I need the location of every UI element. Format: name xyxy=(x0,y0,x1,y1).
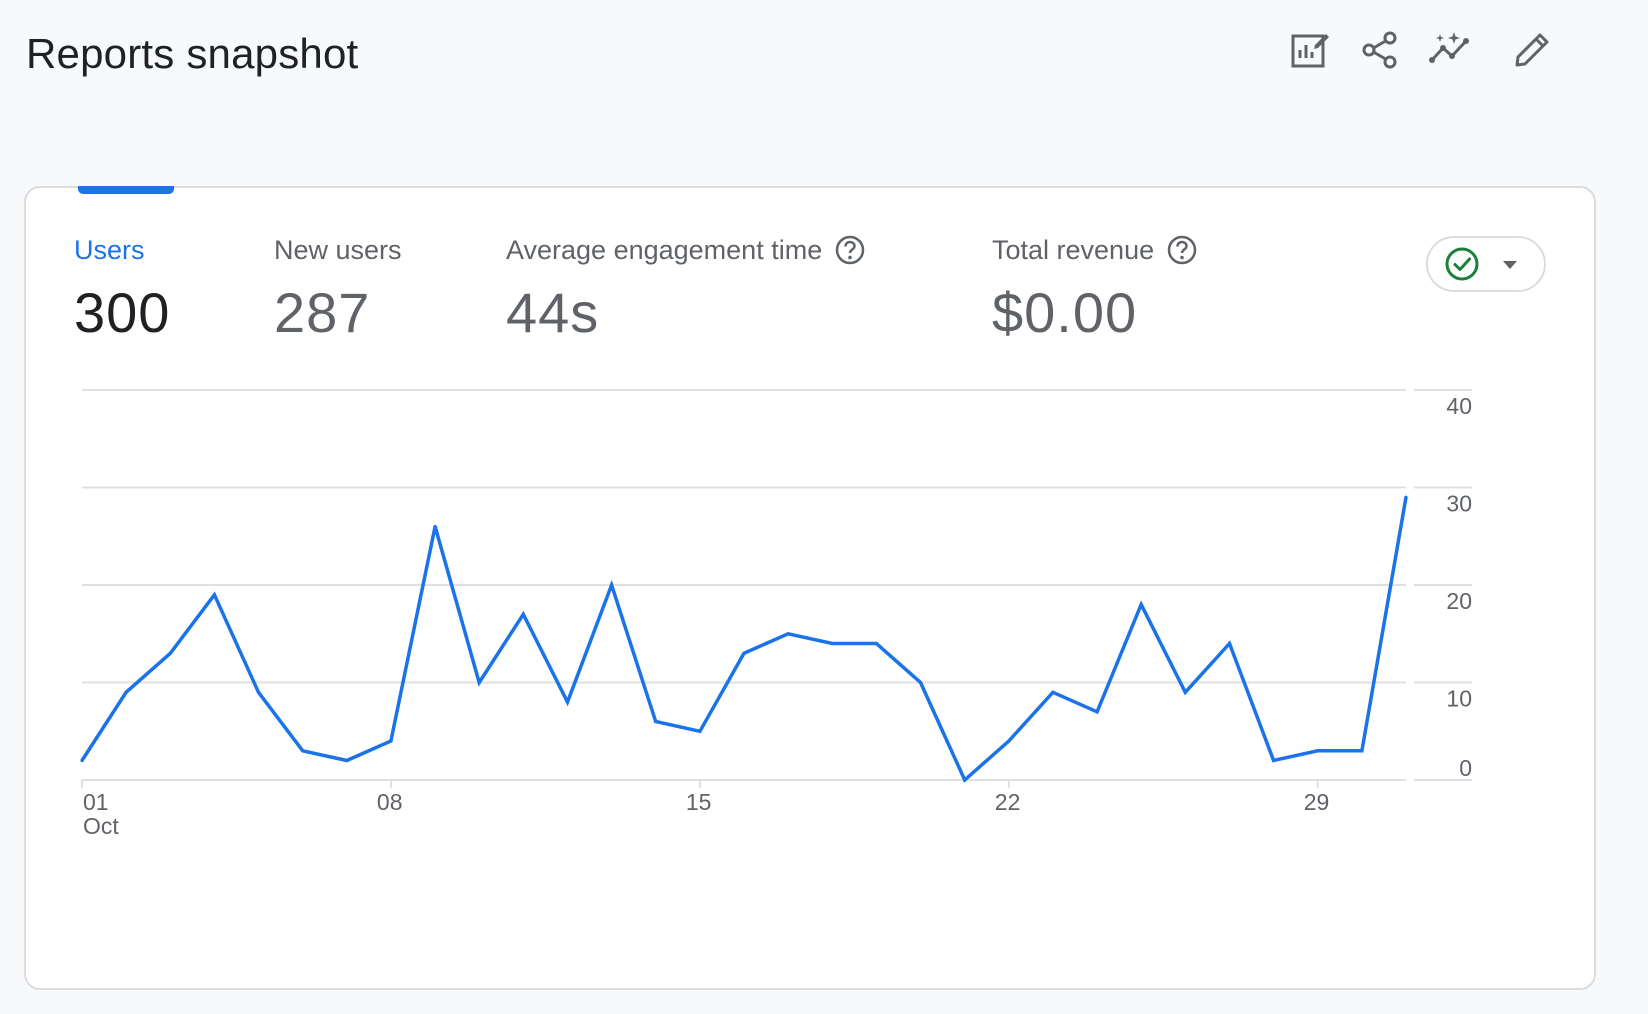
data-point xyxy=(1095,710,1099,714)
metric-total-revenue[interactable]: Total revenue $0.00 xyxy=(992,232,1198,345)
metric-value: 44s xyxy=(506,281,600,344)
x-tick-label: 01 xyxy=(83,789,109,815)
insights-icon xyxy=(1429,32,1469,63)
customize-report-button[interactable] xyxy=(1286,26,1334,74)
data-point xyxy=(918,680,923,685)
metric-label: Average engagement time xyxy=(506,232,866,268)
data-point xyxy=(565,700,570,704)
header-toolbar xyxy=(0,26,1648,74)
data-point xyxy=(212,593,216,597)
customize-report-icon xyxy=(1291,34,1329,68)
data-point xyxy=(1051,690,1055,694)
data-point xyxy=(786,632,790,636)
metric-value: 287 xyxy=(274,281,371,344)
check-circle-icon xyxy=(1445,247,1479,281)
data-point xyxy=(963,778,967,782)
data-point xyxy=(874,641,879,646)
insights-button[interactable] xyxy=(1426,26,1474,74)
metric-label-text: New users xyxy=(274,234,402,265)
y-tick-label: 40 xyxy=(1446,393,1472,419)
data-point xyxy=(477,680,481,685)
data-point xyxy=(1316,749,1320,753)
data-point xyxy=(654,719,658,724)
data-point xyxy=(742,651,746,655)
x-tick-label: 08 xyxy=(377,789,403,815)
data-point xyxy=(698,729,702,733)
data-point xyxy=(521,612,525,616)
page-title: Reports snapshot xyxy=(26,30,359,77)
metric-label-text: Average engagement time xyxy=(506,234,823,265)
data-point xyxy=(389,739,393,743)
data-point xyxy=(1272,758,1276,763)
help-icon[interactable] xyxy=(1166,234,1198,266)
metric-users[interactable]: Users 300 xyxy=(74,232,170,345)
metric-new-users[interactable]: New users 287 xyxy=(274,232,402,345)
metric-label-text: Users xyxy=(74,234,145,265)
edit-button[interactable] xyxy=(1508,26,1556,74)
share-button[interactable] xyxy=(1356,26,1404,74)
data-point xyxy=(1007,739,1011,743)
reports-snapshot-card: Users 300 New users 287 Average engageme… xyxy=(24,186,1596,990)
data-point xyxy=(1404,495,1408,499)
users-line-chart: 0 10 20 30 40 01 08 15 22 29 Oct xyxy=(80,389,1472,839)
metric-label: New users xyxy=(274,232,402,268)
data-point xyxy=(1360,749,1364,753)
metric-label: Total revenue xyxy=(992,232,1198,268)
chevron-down-icon xyxy=(1503,261,1517,269)
x-tick-label: 29 xyxy=(1304,789,1330,815)
x-tick-label: 15 xyxy=(686,789,712,815)
metric-label-text: Total revenue xyxy=(992,234,1155,265)
data-point xyxy=(168,651,172,655)
metric-value: 300 xyxy=(74,281,171,344)
metric-label: Users xyxy=(74,232,170,268)
data-point xyxy=(80,758,84,763)
share-icon xyxy=(1362,31,1397,69)
metric-average-engagement-time[interactable]: Average engagement time 44s xyxy=(506,232,866,345)
x-axis-ticks: 01 08 15 22 29 Oct xyxy=(81,780,1330,839)
chart-series xyxy=(80,495,1408,783)
edit-icon xyxy=(1515,33,1549,67)
y-axis-ticks: 0 10 20 30 40 xyxy=(1446,393,1472,781)
y-tick-label: 10 xyxy=(1446,686,1472,712)
x-tick-label: 22 xyxy=(995,789,1021,815)
data-point xyxy=(1227,641,1232,646)
data-point xyxy=(124,690,128,694)
data-point xyxy=(433,524,437,529)
data-point xyxy=(1139,602,1143,607)
data-point xyxy=(256,690,261,694)
data-point xyxy=(1183,690,1187,694)
help-icon[interactable] xyxy=(834,234,866,266)
metric-value: $0.00 xyxy=(992,281,1138,344)
y-tick-label: 20 xyxy=(1446,588,1472,614)
users-series-line xyxy=(80,497,1408,783)
data-point xyxy=(610,583,614,587)
y-tick-label: 30 xyxy=(1446,491,1472,517)
chart-gridlines xyxy=(82,389,1472,781)
data-point xyxy=(830,641,834,646)
data-point xyxy=(345,758,349,763)
x-tick-sublabel: Oct xyxy=(83,813,119,839)
active-tab-indicator xyxy=(78,186,174,194)
data-point xyxy=(301,749,305,753)
y-tick-label: 0 xyxy=(1459,755,1472,781)
page-header: Reports snapshot xyxy=(0,0,1648,110)
status-dropdown[interactable] xyxy=(1426,236,1546,292)
